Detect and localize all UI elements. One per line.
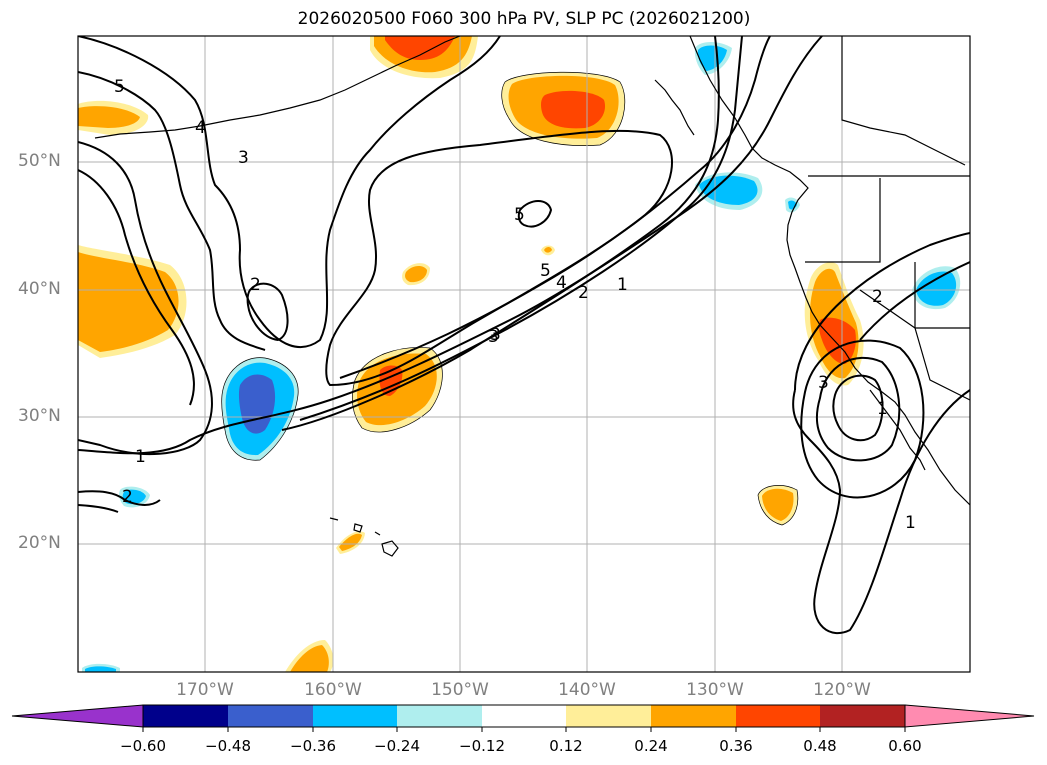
pv-negative-shading bbox=[82, 42, 961, 672]
contour-label: 4 bbox=[195, 118, 206, 138]
colorbar-bin bbox=[397, 705, 482, 727]
colorbar-bin bbox=[566, 705, 651, 727]
colorbar-tick-label: −0.12 bbox=[459, 737, 505, 755]
contour-label: 3 bbox=[488, 327, 499, 347]
colorbar-tick-label: −0.24 bbox=[374, 737, 420, 755]
contour-label: 3 bbox=[490, 325, 501, 345]
colorbar-tick-label: 0.36 bbox=[719, 737, 753, 755]
pv-positive-shading bbox=[78, 36, 864, 672]
slp-contours bbox=[78, 36, 970, 635]
contour-label: 2 bbox=[872, 287, 883, 307]
latitude-label: 20°N bbox=[18, 533, 61, 553]
plot-frame bbox=[77, 35, 971, 673]
contour-label: 4 bbox=[556, 273, 567, 293]
colorbar-tick-label: 0.12 bbox=[549, 737, 583, 755]
contour-label: 1 bbox=[617, 275, 628, 295]
contour-label: 1 bbox=[877, 399, 888, 419]
contour-label: 1 bbox=[905, 513, 916, 533]
longitude-label: 140°W bbox=[558, 680, 616, 700]
coastlines bbox=[94, 36, 970, 557]
colorbar bbox=[11, 704, 1035, 732]
colorbar-tick-label: 0.48 bbox=[803, 737, 837, 755]
contour-label: 1 bbox=[135, 447, 146, 467]
colorbar-bin bbox=[313, 705, 397, 727]
colorbar-bin bbox=[651, 705, 736, 727]
colorbar-frame bbox=[142, 704, 906, 728]
colorbar-tick-label: −0.36 bbox=[290, 737, 336, 755]
contour-label: 2 bbox=[578, 283, 589, 303]
longitude-label: 150°W bbox=[431, 680, 489, 700]
contour-label: 2 bbox=[122, 487, 133, 507]
colorbar-bin bbox=[820, 705, 905, 727]
longitude-label: 130°W bbox=[686, 680, 744, 700]
plot-area: 5 4 3 3 2 1 2 5 5 4 3 2 1 2 3 1 1 bbox=[78, 36, 970, 672]
pv-shading-outlines bbox=[221, 71, 799, 526]
latitude-label: 40°N bbox=[18, 279, 61, 299]
contour-label: 5 bbox=[540, 261, 551, 281]
colorbar-tick-label: −0.48 bbox=[205, 737, 251, 755]
contour-label: 3 bbox=[238, 148, 249, 168]
contour-label: 5 bbox=[514, 205, 525, 225]
contour-label: 5 bbox=[114, 77, 125, 97]
contour-labels: 5 4 3 3 2 1 2 5 5 4 3 2 1 2 3 1 1 bbox=[114, 77, 916, 533]
contour-label: 2 bbox=[250, 275, 261, 295]
colorbar-bin bbox=[736, 705, 820, 727]
colorbar-tick-label: −0.60 bbox=[120, 737, 166, 755]
colorbar-bin bbox=[482, 705, 566, 727]
longitude-label: 160°W bbox=[304, 680, 362, 700]
longitude-label: 120°W bbox=[813, 680, 871, 700]
colorbar-extend-max bbox=[904, 704, 1035, 728]
colorbar-bin bbox=[143, 705, 228, 727]
map-title: 2026020500 F060 300 hPa PV, SLP PC (2026… bbox=[297, 9, 751, 29]
colorbar-extend-min bbox=[11, 704, 144, 728]
colorbar-tick-label: 0.60 bbox=[888, 737, 922, 755]
colorbar-bin bbox=[228, 705, 313, 727]
latitude-label: 30°N bbox=[18, 406, 61, 426]
contour-label: 3 bbox=[818, 373, 829, 393]
colorbar-ticks bbox=[142, 727, 906, 732]
longitude-label: 170°W bbox=[176, 680, 234, 700]
colorbar-tick-label: 0.24 bbox=[634, 737, 668, 755]
latitude-label: 50°N bbox=[18, 151, 61, 171]
